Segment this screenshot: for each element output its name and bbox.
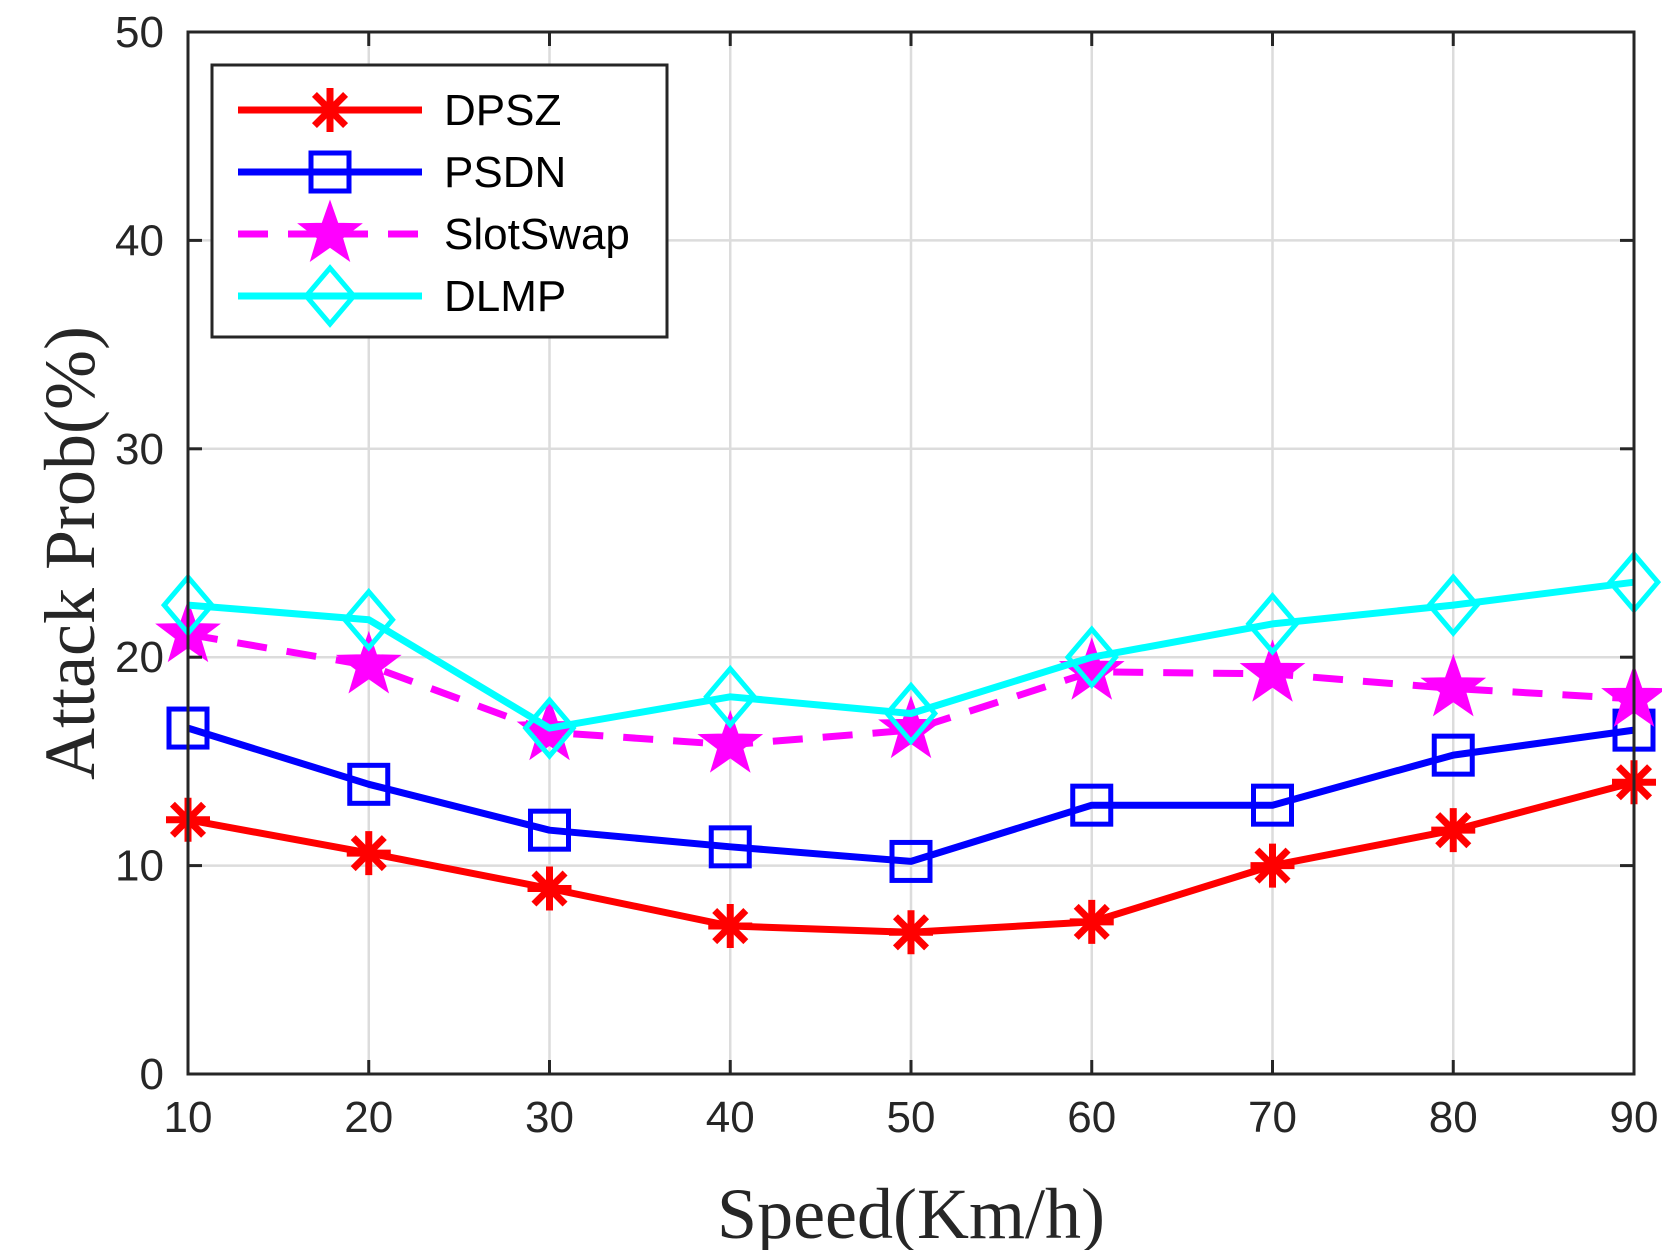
y-tick-label: 30 — [115, 425, 164, 474]
x-tick-label: 70 — [1248, 1093, 1297, 1142]
y-tick-label: 20 — [115, 633, 164, 682]
series-dlmp — [160, 550, 1662, 760]
data-point — [522, 696, 577, 760]
data-point — [703, 664, 758, 729]
data-point — [697, 710, 764, 773]
legend-marker — [308, 150, 352, 194]
data-point — [527, 866, 572, 911]
data-point — [1064, 625, 1119, 690]
legend-label: DPSZ — [444, 86, 561, 135]
series-psdn — [166, 706, 1656, 883]
data-point — [1250, 843, 1295, 888]
legend-entry-dpsz: DPSZ — [238, 86, 561, 135]
data-point — [1245, 591, 1300, 656]
data-point — [1431, 808, 1476, 853]
x-tick-label: 50 — [887, 1093, 936, 1142]
data-point — [346, 831, 391, 876]
series-line-dlmp — [187, 578, 1635, 732]
data-point — [1426, 573, 1481, 637]
y-tick-label: 10 — [115, 842, 164, 891]
x-tick-label: 90 — [1610, 1093, 1659, 1142]
data-point — [528, 808, 571, 852]
data-point — [1239, 639, 1306, 702]
data-point — [708, 825, 752, 869]
legend-entry-dlmp: DLMP — [238, 264, 566, 328]
x-tick-label: 80 — [1429, 1093, 1478, 1142]
data-point — [1420, 653, 1487, 717]
x-tick-label: 20 — [344, 1093, 393, 1142]
data-point — [1069, 899, 1114, 944]
legend-entry-psdn: PSDN — [238, 148, 566, 197]
x-tick-label: 40 — [706, 1093, 755, 1142]
data-point — [1431, 733, 1475, 777]
legend-label: SlotSwap — [444, 210, 630, 259]
data-point — [335, 630, 402, 694]
series-lines — [155, 550, 1662, 955]
x-tick-label: 30 — [525, 1093, 574, 1142]
data-point — [889, 910, 933, 955]
data-point — [347, 762, 391, 806]
data-point — [708, 904, 753, 949]
legend-marker — [302, 264, 358, 328]
data-point — [889, 839, 933, 883]
legend-label: PSDN — [444, 148, 566, 197]
y-tick-label: 40 — [115, 216, 164, 265]
data-point — [1251, 783, 1294, 827]
y-tick-label: 50 — [115, 8, 164, 57]
series-line-psdn — [186, 724, 1635, 865]
x-tick-label: 10 — [164, 1093, 213, 1142]
data-point — [341, 587, 396, 652]
legend-marker — [297, 199, 363, 263]
x-tick-label: 60 — [1067, 1093, 1116, 1142]
legend-marker — [308, 88, 352, 132]
data-point — [1070, 783, 1114, 827]
legend: DPSZ PSDN SlotSwap DLMP — [210, 63, 669, 339]
y-axis-title: Attack Prob(%) — [30, 326, 110, 780]
y-tick-label: 0 — [140, 1050, 164, 1099]
legend-entry-slotswap: SlotSwap — [238, 199, 630, 263]
data-point — [883, 681, 939, 746]
x-axis-title: Speed(Km/h) — [717, 1174, 1105, 1250]
legend-label: DLMP — [444, 272, 566, 321]
